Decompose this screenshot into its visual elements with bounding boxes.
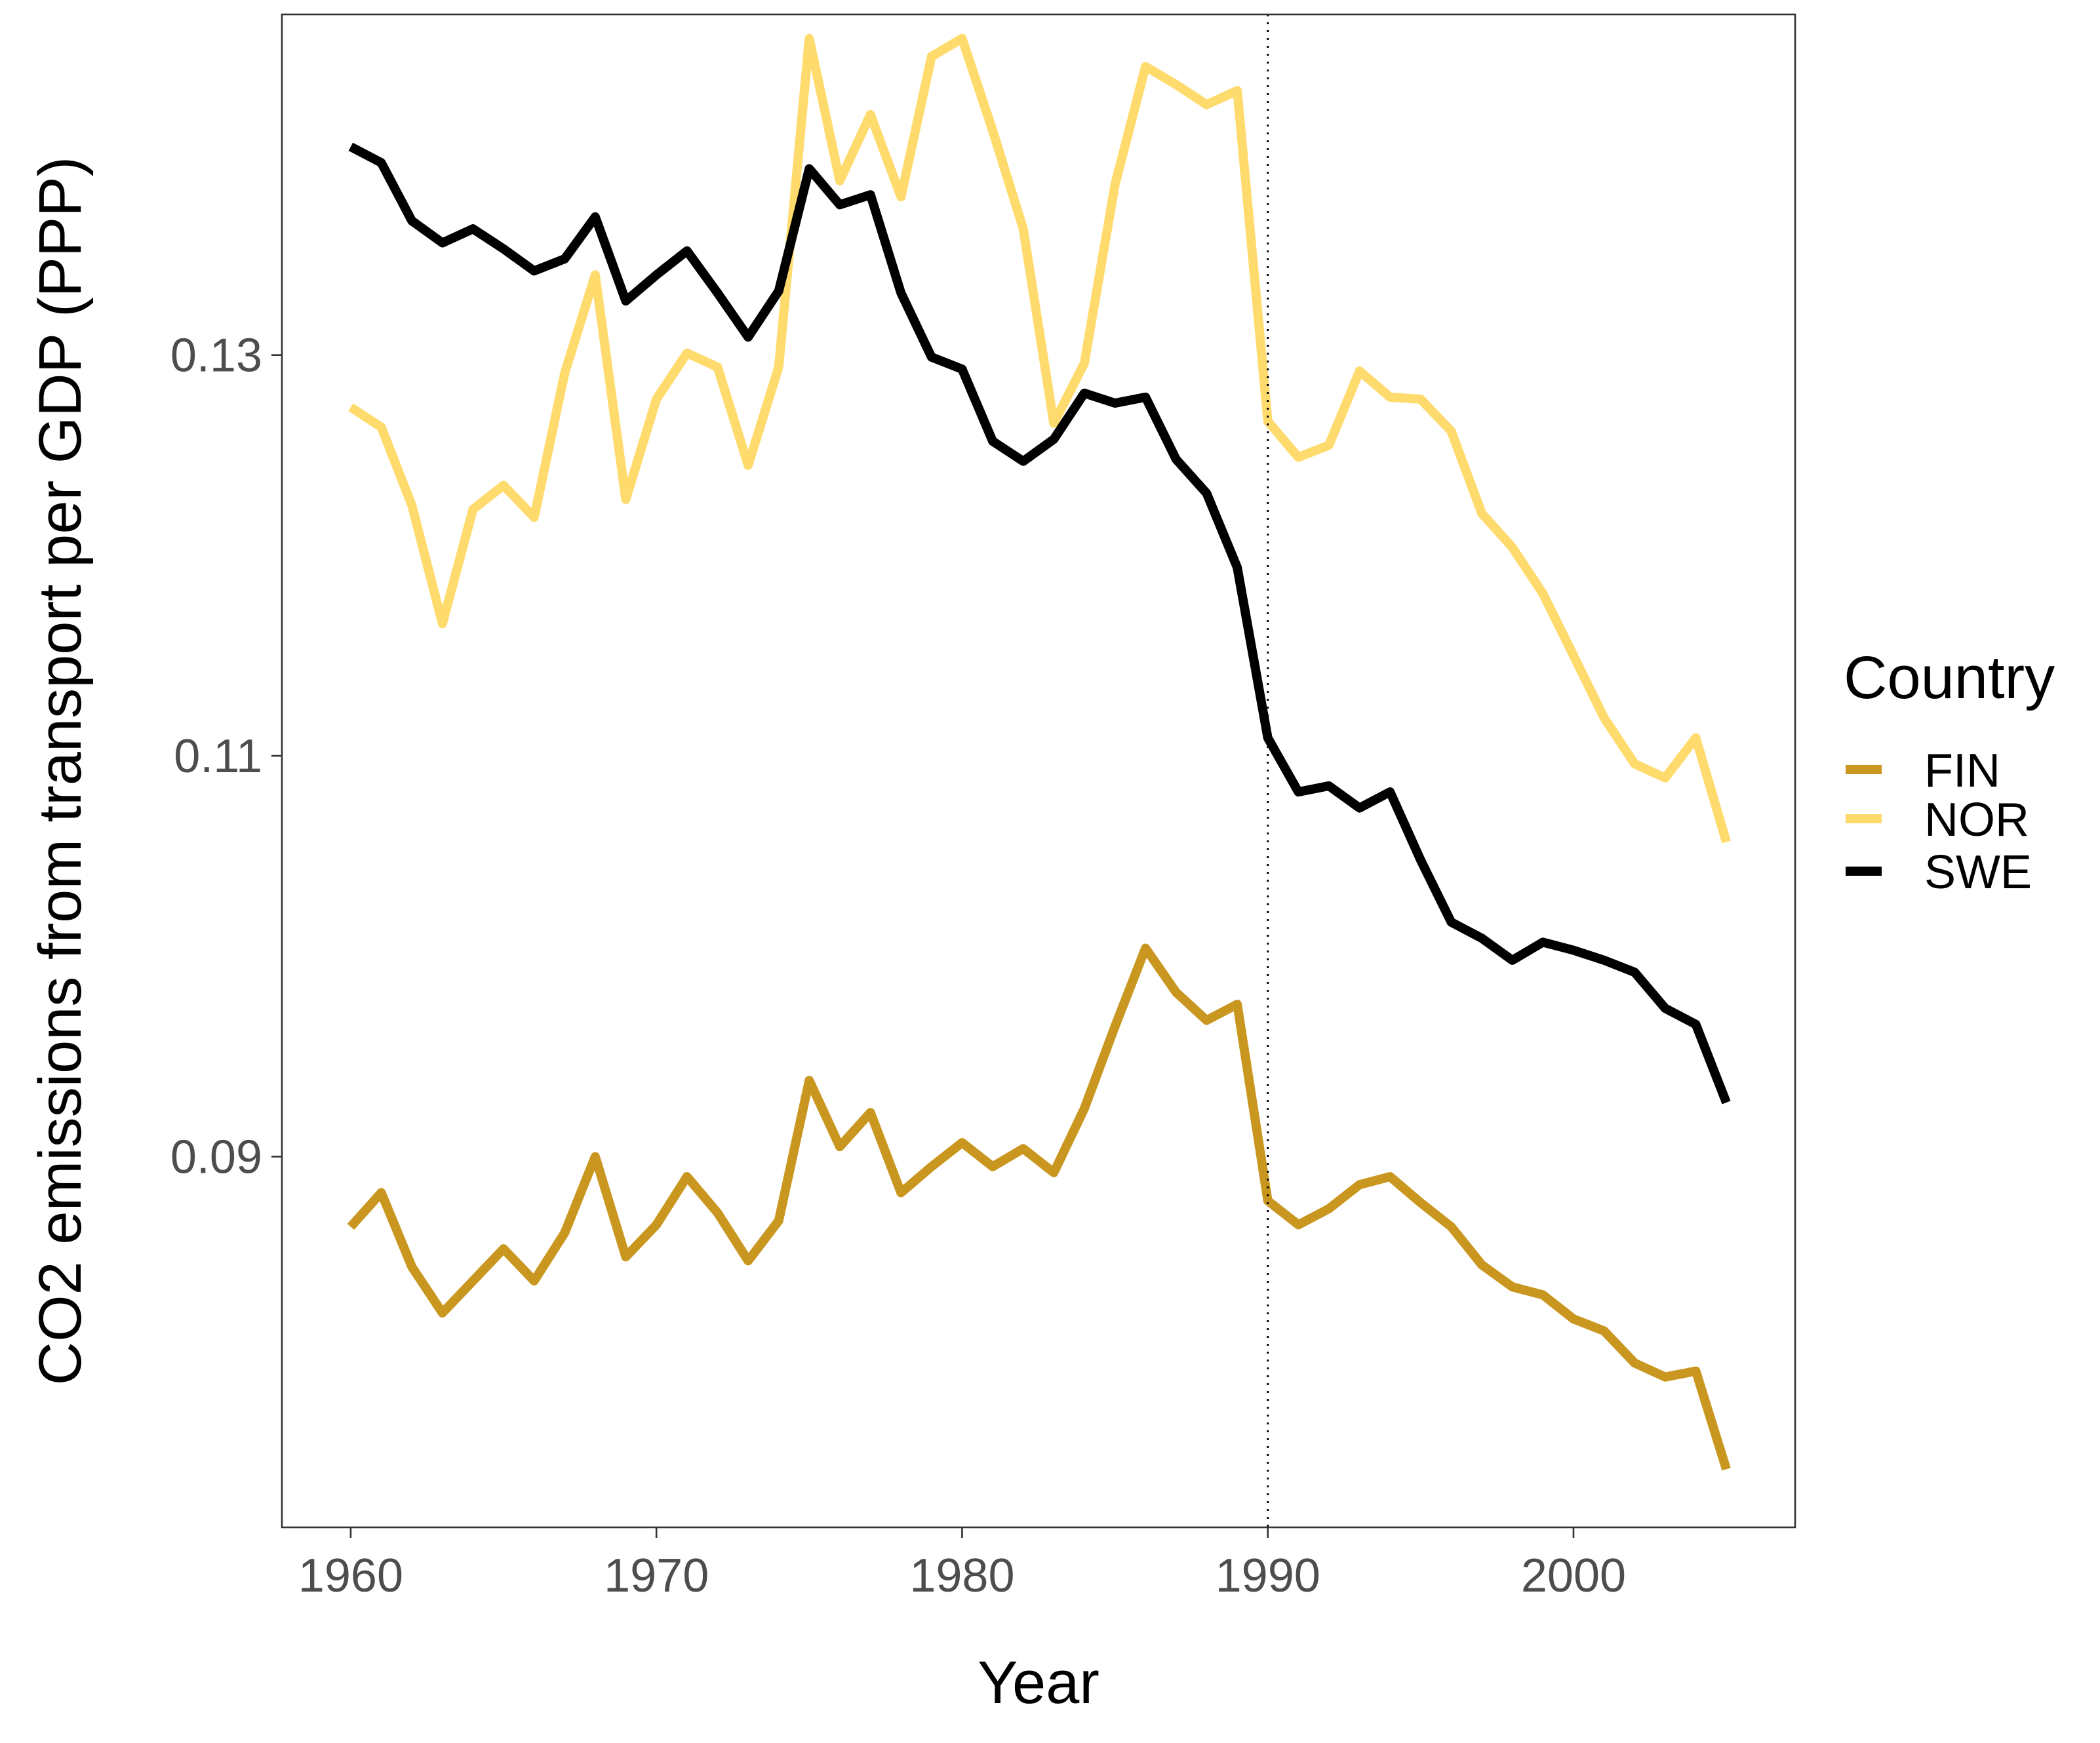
legend-title: Country — [1844, 644, 2055, 711]
series-layer — [347, 33, 1731, 1471]
y-axis-title: CO2 emissions from transport per GDP (PP… — [27, 157, 94, 1386]
legend-label-nor: NOR — [1924, 794, 2029, 846]
x-tick-label: 2000 — [1521, 1550, 1626, 1602]
series-line-nor — [348, 33, 1731, 844]
legend-label-swe: SWE — [1924, 846, 2032, 899]
x-tick-label: 1990 — [1216, 1550, 1320, 1602]
series-line-fin — [347, 943, 1731, 1471]
y-tick-label: 0.13 — [170, 330, 262, 382]
panel-border — [281, 13, 1796, 1529]
y-axis: 0.09 0.11 0.13 — [170, 330, 282, 1183]
legend-label-fin: FIN — [1924, 745, 2000, 797]
x-tick-label: 1970 — [604, 1550, 709, 1602]
series-line-swe — [348, 142, 1731, 1105]
x-tick-label: 1960 — [298, 1550, 403, 1602]
y-tick-label: 0.09 — [170, 1131, 262, 1183]
y-tick-label: 0.11 — [174, 730, 262, 783]
x-axis: 1960 1970 1980 1990 2000 — [298, 1527, 1626, 1602]
x-tick-label: 1980 — [909, 1550, 1014, 1602]
x-axis-title: Year — [978, 1649, 1100, 1716]
